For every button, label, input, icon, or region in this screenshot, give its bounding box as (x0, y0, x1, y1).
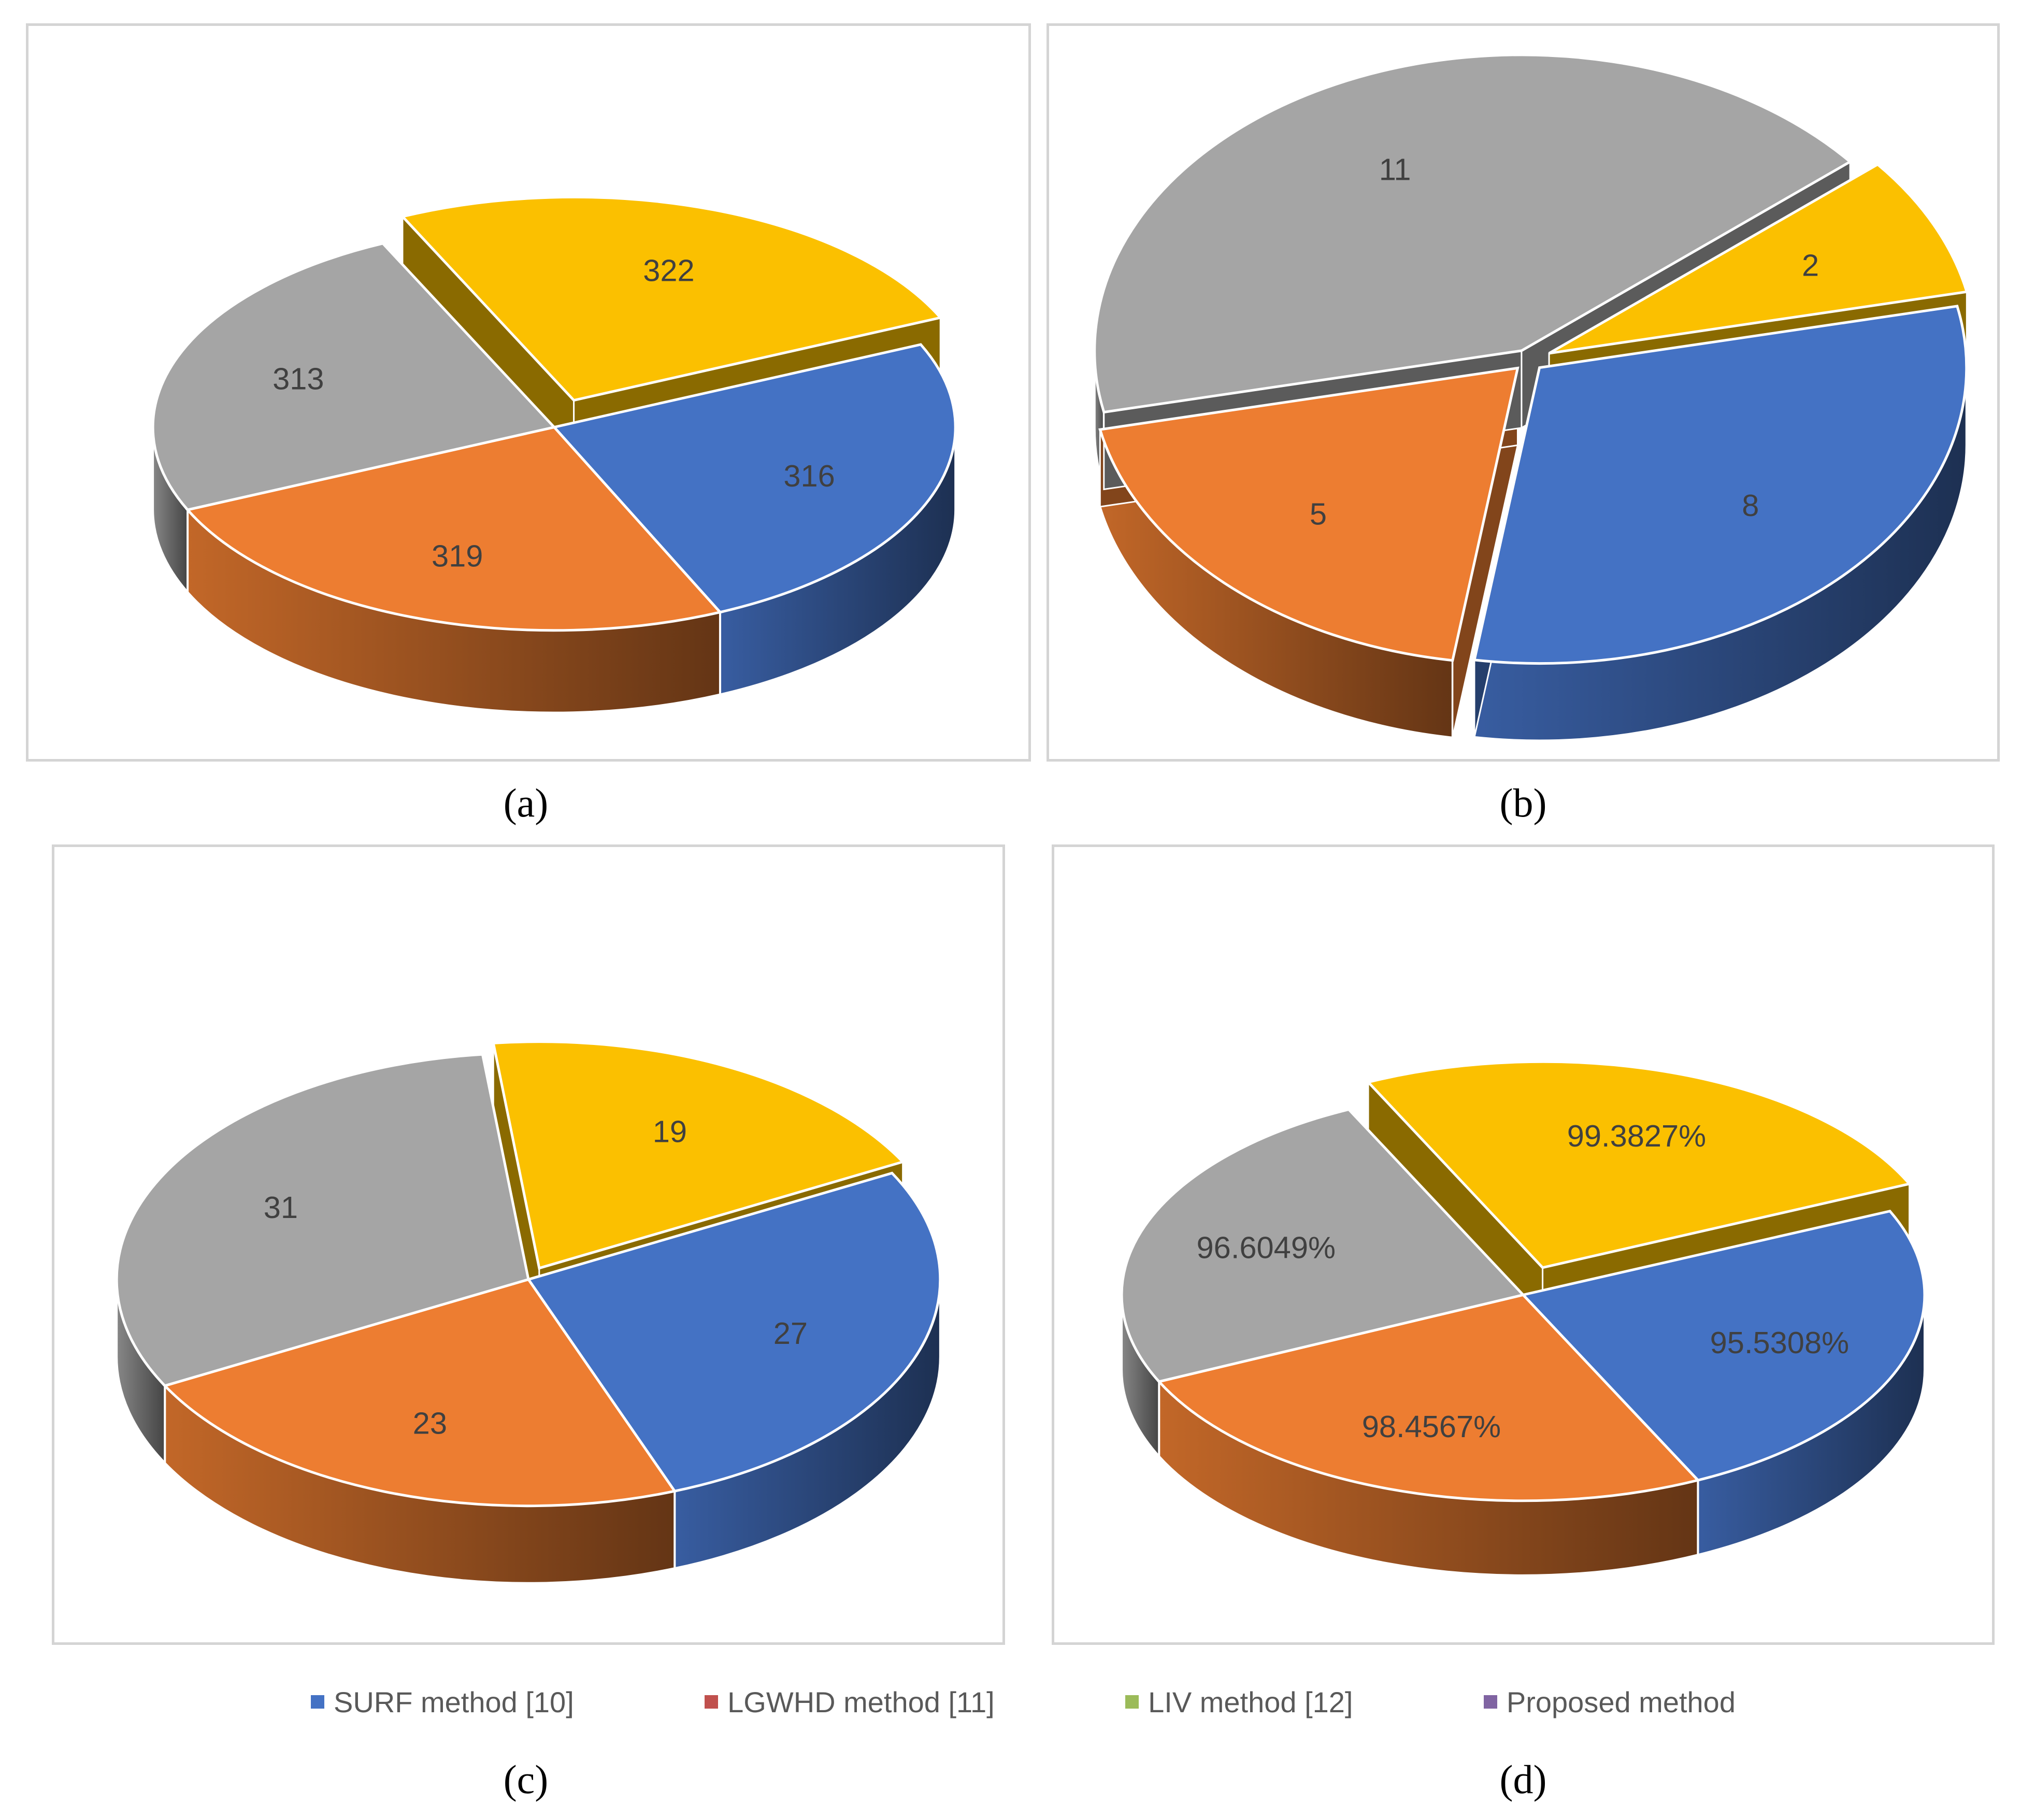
slice-label-c-0: 27 (773, 1316, 808, 1351)
slice-label-d-3: 99.3827% (1567, 1119, 1706, 1153)
chart-panel-c: 27 23 31 19 (52, 844, 1005, 1645)
pie-slice-b-0 (1472, 305, 1968, 665)
pie-slice-a-3 (400, 195, 943, 402)
pie-chart-a: 316 319 313 322 (151, 195, 957, 714)
slice-label-b-2: 11 (1379, 152, 1411, 187)
pie-tops-a (151, 195, 957, 632)
pie-slice-b-1 (1098, 366, 1520, 662)
pie-chart-b: 8 5 11 2 (1093, 53, 1969, 742)
pie-slice-d-3 (1366, 1060, 1912, 1269)
pie-tops-d (1120, 1060, 1926, 1502)
chart-panel-a: 316 319 313 322 (26, 23, 1031, 762)
pie-slice-c-2 (115, 1053, 530, 1387)
slice-label-d-0: 95.5308% (1710, 1325, 1849, 1360)
pie-labels-c: 27 23 31 19 (264, 1114, 808, 1441)
legend-label-lgwhd: LGWHD method [11] (727, 1685, 995, 1718)
caption-c: (c) (503, 1757, 549, 1802)
slice-label-c-1: 23 (413, 1406, 447, 1441)
caption-a: (a) (503, 780, 549, 825)
legend-label-liv: LIV method [12] (1148, 1685, 1353, 1718)
slice-label-a-3: 322 (643, 253, 694, 288)
slice-label-d-2: 96.6049% (1197, 1230, 1336, 1265)
chart-panel-d: 95.5308% 98.4567% 96.6049% 99.3827% (1052, 844, 1995, 1645)
pie-tops-b (1093, 53, 1969, 665)
pie-labels-b: 8 5 11 2 (1310, 152, 1819, 531)
caption-d: (d) (1499, 1757, 1547, 1802)
pie-tops-c (115, 1040, 942, 1508)
legend-swatch-liv (1125, 1695, 1139, 1709)
legend-item-proposed: Proposed method (1483, 1685, 1736, 1719)
pie-slice-c-3 (492, 1040, 906, 1270)
legend-swatch-proposed (1483, 1695, 1497, 1709)
legend-item-liv: LIV method [12] (1125, 1685, 1353, 1719)
pie-slice-a-1 (185, 425, 723, 632)
chart-legend: SURF method [10] LGWHD method [11] LIV m… (311, 1679, 1736, 1725)
slice-label-d-1: 98.4567% (1362, 1409, 1501, 1444)
legend-swatch-lgwhd (705, 1695, 719, 1709)
pie-labels-a: 316 319 313 322 (273, 253, 835, 573)
slice-label-b-0: 8 (1742, 488, 1759, 523)
slice-label-b-3: 2 (1802, 248, 1819, 283)
pie-slice-d-0 (1521, 1209, 1926, 1482)
chart-panel-b: 8 5 11 2 (1047, 23, 2000, 762)
pie-chart-c: 27 23 31 19 (115, 1040, 942, 1584)
pie-slice-a-2 (151, 242, 557, 511)
slice-label-c-3: 19 (653, 1114, 687, 1149)
pie-labels-d: 95.5308% 98.4567% 96.6049% 99.3827% (1197, 1119, 1850, 1444)
pie-slice-c-0 (526, 1171, 942, 1493)
slice-label-a-2: 313 (273, 362, 324, 396)
pie-slice-c-1 (162, 1278, 677, 1508)
slice-label-b-1: 5 (1310, 496, 1327, 531)
legend-label-proposed: Proposed method (1506, 1685, 1736, 1718)
legend-swatch-surf (311, 1695, 324, 1709)
legend-label-surf: SURF method [10] (334, 1685, 574, 1718)
legend-item-lgwhd: LGWHD method [11] (705, 1685, 995, 1719)
pie-slice-b-2 (1093, 53, 1853, 414)
pie-slice-b-3 (1548, 163, 1969, 355)
caption-b: (b) (1499, 780, 1547, 825)
pie-slice-d-2 (1120, 1108, 1526, 1383)
pie-slice-a-0 (551, 343, 957, 614)
slice-label-c-2: 31 (264, 1190, 298, 1225)
legend-item-surf: SURF method [10] (311, 1685, 574, 1719)
slice-label-a-0: 316 (783, 458, 835, 493)
pie-chart-d: 95.5308% 98.4567% 96.6049% 99.3827% (1120, 1060, 1926, 1577)
pie-slice-d-1 (1156, 1293, 1701, 1502)
slice-label-a-1: 319 (432, 539, 483, 574)
